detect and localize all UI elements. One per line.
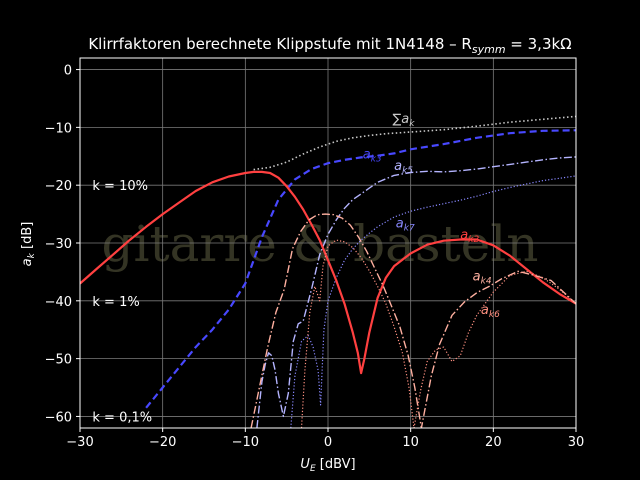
series-label-main: a bbox=[394, 159, 402, 174]
series-label-subscript: k6 bbox=[489, 310, 500, 320]
y-axis-label-main: a bbox=[20, 258, 35, 266]
x-tick-label: 30 bbox=[568, 435, 585, 450]
series-label-subscript: k5 bbox=[402, 166, 413, 176]
x-tick-label: −10 bbox=[232, 435, 259, 450]
y-tick-label: −10 bbox=[45, 121, 72, 136]
k-label: k = 1% bbox=[92, 295, 139, 310]
series-label-main: a bbox=[473, 270, 481, 285]
series-line-ak3 bbox=[145, 129, 576, 409]
series-label-subscript: k7 bbox=[404, 223, 415, 233]
y-axis-label-unit: [dB] bbox=[20, 222, 35, 253]
k-label: k = 0,1% bbox=[92, 410, 152, 425]
chart-title: Klirrfaktoren berechnete Klippstufe mit … bbox=[88, 35, 571, 56]
grid bbox=[79, 58, 577, 428]
series-label-main: a bbox=[481, 303, 489, 318]
x-axis-label-unit: [dBV] bbox=[316, 457, 356, 472]
y-tick-label: −60 bbox=[45, 410, 72, 425]
watermark: gitarre & basteln bbox=[102, 215, 539, 273]
y-tick-label: 0 bbox=[64, 64, 72, 79]
series-label: ak4 bbox=[473, 270, 492, 287]
chart-title-subscript: symm bbox=[472, 43, 506, 56]
series-label-main: a bbox=[363, 148, 371, 163]
series-line-ak2 bbox=[80, 170, 576, 375]
k-label: k = 10% bbox=[92, 179, 148, 194]
series-line-ak7 bbox=[290, 175, 576, 428]
x-tick-label: −20 bbox=[149, 435, 176, 450]
chart-title-main: Klirrfaktoren berechnete Klippstufe mit … bbox=[88, 35, 472, 53]
x-axis-label-subscript: E bbox=[310, 464, 316, 474]
chart-title-tail: = 3,3kΩ bbox=[506, 35, 572, 53]
y-tick-label: −50 bbox=[45, 353, 72, 368]
y-tick-label: −30 bbox=[45, 237, 72, 252]
x-tick-label: 20 bbox=[485, 435, 502, 450]
x-tick-label: 10 bbox=[402, 435, 419, 450]
series-line-ak4 bbox=[250, 213, 576, 428]
series-label-main: ∑a bbox=[392, 112, 409, 127]
series-label-subscript: k2 bbox=[468, 235, 479, 245]
series-line-ak6 bbox=[300, 239, 576, 428]
series-label: ak2 bbox=[460, 228, 479, 245]
x-tick-label: −30 bbox=[66, 435, 93, 450]
series-label-main: a bbox=[460, 228, 468, 243]
series-label-subscript: k bbox=[409, 119, 415, 129]
x-tick-label: 0 bbox=[324, 435, 332, 450]
series-label: ak5 bbox=[394, 159, 413, 176]
ticks: −30 −20 −10 0 10 20 30 0 −10 −20 −30 −40 −50 −60 bbox=[45, 64, 585, 450]
series-label: ak7 bbox=[396, 216, 415, 233]
y-tick-label: −40 bbox=[45, 295, 72, 310]
k-labels: k = 10% k = 1% k = 0,1% bbox=[92, 179, 152, 425]
x-axis-label-main: U bbox=[300, 457, 310, 472]
series-label-main: a bbox=[396, 216, 404, 231]
y-axis-label-subscript: k bbox=[27, 252, 37, 258]
series-label-subscript: k4 bbox=[481, 277, 492, 287]
y-tick-label: −20 bbox=[45, 179, 72, 194]
series-line-ak5 bbox=[256, 156, 576, 428]
y-axis-label: ak [dB] bbox=[20, 222, 37, 267]
x-axis-label: UE [dBV] bbox=[300, 457, 355, 474]
series-label: ak6 bbox=[481, 303, 500, 320]
series-layer bbox=[80, 115, 576, 428]
series-line-ak bbox=[253, 115, 576, 171]
series-label: ak3 bbox=[363, 148, 382, 165]
series-label: ∑ak bbox=[392, 112, 415, 129]
series-label-subscript: k3 bbox=[371, 155, 382, 165]
